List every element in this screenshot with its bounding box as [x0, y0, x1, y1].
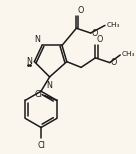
- Text: O: O: [92, 28, 98, 38]
- Text: CH₃: CH₃: [121, 51, 135, 57]
- Text: Cl: Cl: [35, 90, 42, 99]
- Text: N: N: [27, 57, 33, 66]
- Text: N: N: [34, 34, 40, 44]
- Text: O: O: [96, 35, 103, 45]
- Text: Cl: Cl: [37, 141, 45, 150]
- Text: O: O: [111, 58, 117, 67]
- Text: O: O: [77, 6, 84, 15]
- Text: N: N: [47, 81, 52, 90]
- Text: CH₃: CH₃: [107, 22, 120, 28]
